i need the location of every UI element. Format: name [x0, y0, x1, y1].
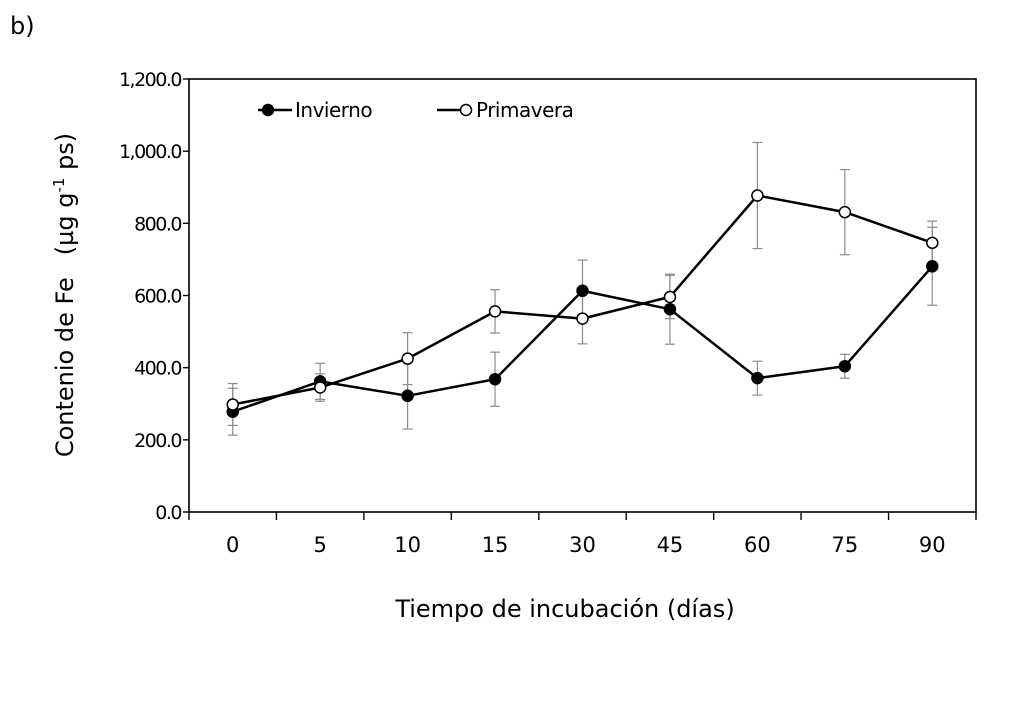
y-axis-title: Contenio de Fe (µg g-1 ps) [50, 133, 79, 457]
point-invierno-8 [926, 260, 939, 273]
y-tick-label-0: 0.0 [155, 502, 181, 524]
panel-label: b) [10, 12, 35, 40]
legend-marker-invierno [261, 103, 275, 117]
y-axis-title-main: Contenio de Fe [51, 277, 79, 457]
point-invierno-3 [488, 372, 502, 386]
point-primavera-1 [313, 381, 327, 394]
y-tick-label-3: 600.0 [134, 286, 181, 308]
x-tick-label-4: 30 [569, 533, 596, 557]
point-invierno-6 [751, 371, 764, 385]
y-axis-title-unit: (µg g [51, 193, 79, 256]
x-tick-label-7: 75 [831, 533, 858, 557]
y-axis-title-post: ps) [51, 133, 79, 178]
x-tick-label-8: 90 [919, 533, 946, 557]
point-primavera-3 [488, 305, 502, 318]
point-primavera-7 [838, 205, 852, 219]
legend-label-invierno: Invierno [295, 98, 372, 122]
x-tick-label-5: 45 [657, 533, 684, 557]
point-invierno-2 [401, 389, 414, 403]
point-invierno-7 [838, 359, 852, 373]
legend-marker-primavera [459, 103, 473, 117]
y-tick-label-6: 1,200.0 [119, 69, 181, 91]
y-tick-label-4: 800.0 [134, 213, 181, 235]
point-primavera-8 [926, 236, 939, 250]
y-axis-title-sup: -1 [50, 178, 68, 193]
y-tick-label-1: 200.0 [134, 430, 181, 452]
x-tick-label-1: 5 [313, 533, 326, 557]
x-axis-title: Tiempo de incubación (días) [394, 595, 734, 623]
point-primavera-2 [401, 352, 414, 365]
x-tick-label-6: 60 [744, 533, 771, 557]
point-primavera-5 [663, 290, 677, 304]
point-invierno-4 [576, 284, 589, 298]
x-tick-label-3: 15 [482, 533, 509, 557]
point-primavera-4 [576, 312, 589, 325]
point-invierno-5 [663, 302, 677, 316]
point-primavera-6 [751, 189, 764, 202]
x-tick-label-0: 0 [226, 533, 239, 557]
y-tick-label-2: 400.0 [134, 358, 181, 380]
point-primavera-0 [226, 398, 239, 411]
x-tick-label-2: 10 [394, 533, 421, 557]
legend-label-primavera: Primavera [476, 98, 573, 122]
y-tick-label-5: 1,000.0 [119, 141, 181, 163]
